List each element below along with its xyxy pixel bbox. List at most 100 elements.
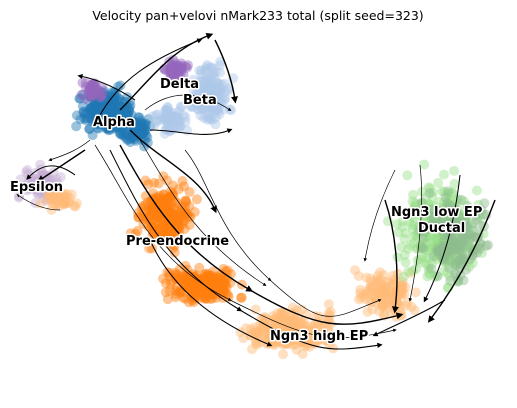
- point-beta: [186, 102, 197, 113]
- point-ngn3-low-ep: [424, 269, 435, 280]
- point-pre-endocrine: [185, 282, 196, 293]
- point-pre-endocrine: [147, 206, 158, 217]
- point-ngn3-high-ep: [388, 270, 398, 281]
- point-ductal: [457, 229, 468, 240]
- point-beta: [173, 106, 184, 117]
- point-beta: [201, 62, 212, 73]
- point-pre-endocrine: [180, 195, 191, 206]
- point-pre-endocrine: [206, 289, 217, 300]
- point-beta: [204, 88, 215, 99]
- point-ngn3-low-ep: [432, 233, 443, 244]
- point-alpha: [106, 95, 117, 106]
- point-ngn3-high-ep: [49, 199, 60, 210]
- point-pre-endocrine: [153, 200, 164, 211]
- point-pre-endocrine: [166, 223, 177, 234]
- point-alpha: [92, 118, 102, 129]
- streamline: [184, 149, 382, 317]
- point-ngn3-low-ep: [430, 216, 441, 227]
- point-alpha: [103, 121, 114, 132]
- point-ductal: [452, 218, 463, 229]
- point-ngn3-low-ep: [436, 212, 447, 223]
- point-alpha: [130, 116, 141, 127]
- point-ngn3-low-ep: [445, 254, 456, 265]
- point-pre-endocrine: [200, 272, 210, 282]
- point-alpha: [145, 121, 156, 132]
- point-alpha: [84, 104, 95, 115]
- point-alpha: [106, 116, 117, 127]
- point-alpha: [96, 111, 107, 122]
- point-ngn3-high-ep: [278, 349, 289, 360]
- point-ductal: [458, 230, 469, 241]
- point-ductal: [451, 237, 461, 247]
- point-beta: [214, 109, 225, 120]
- point-alpha: [77, 101, 88, 112]
- point-alpha: [104, 99, 115, 110]
- point-epsilon: [35, 181, 46, 191]
- point-ngn3-low-ep: [451, 224, 462, 235]
- point-pre-endocrine: [159, 189, 170, 200]
- point-ductal: [453, 276, 464, 287]
- point-ngn3-low-ep: [426, 216, 437, 227]
- point-ngn3-low-ep: [436, 215, 446, 226]
- point-alpha: [124, 115, 135, 126]
- point-ngn3-high-ep: [47, 198, 58, 209]
- point-pre-endocrine: [151, 209, 162, 220]
- point-beta: [212, 82, 223, 93]
- point-ductal: [434, 206, 444, 217]
- point-alpha: [125, 100, 136, 111]
- streamline: [119, 32, 214, 111]
- point-alpha: [98, 114, 108, 125]
- point-epsilon: [44, 181, 55, 192]
- point-beta: [151, 110, 162, 121]
- point-pre-endocrine: [181, 195, 192, 206]
- point-pre-endocrine: [162, 267, 173, 278]
- point-beta: [159, 113, 170, 124]
- point-beta: [214, 67, 225, 78]
- point-delta: [181, 62, 192, 73]
- point-pre-endocrine: [207, 270, 218, 281]
- point-ngn3-low-ep: [429, 247, 440, 258]
- streamline: [139, 139, 267, 286]
- point-ngn3-low-ep: [422, 227, 433, 238]
- point-alpha: [133, 126, 144, 137]
- point-pre-endocrine: [178, 209, 189, 219]
- point-ngn3-high-ep: [388, 274, 399, 285]
- point-ngn3-high-ep: [48, 188, 59, 199]
- point-ngn3-low-ep: [449, 212, 460, 223]
- point-ngn3-low-ep: [400, 228, 411, 239]
- point-ngn3-low-ep: [429, 209, 440, 220]
- point-epsilon: [42, 180, 53, 191]
- point-alpha: [111, 109, 121, 120]
- point-alpha: [111, 89, 122, 100]
- point-beta: [176, 102, 187, 113]
- point-alpha: [88, 91, 99, 101]
- point-ductal: [438, 240, 449, 251]
- point-pre-endocrine: [172, 211, 183, 222]
- point-ngn3-low-ep: [444, 225, 455, 236]
- point-ngn3-low-ep: [439, 223, 449, 234]
- point-ngn3-low-ep: [415, 257, 426, 268]
- point-pre-endocrine: [199, 273, 210, 284]
- point-pre-endocrine: [162, 218, 173, 229]
- point-beta: [220, 93, 231, 104]
- point-pre-endocrine: [165, 192, 176, 203]
- point-alpha: [114, 110, 125, 121]
- point-ngn3-low-ep: [433, 234, 444, 245]
- point-ngn3-low-ep: [450, 243, 461, 254]
- point-beta: [162, 121, 173, 131]
- point-pre-endocrine: [168, 242, 179, 253]
- point-delta: [164, 64, 175, 75]
- point-ngn3-high-ep: [71, 198, 82, 209]
- point-ngn3-high-ep: [406, 302, 417, 312]
- point-ductal: [448, 243, 459, 254]
- point-beta: [195, 79, 206, 90]
- point-ngn3-low-ep: [438, 219, 449, 230]
- point-beta: [209, 87, 220, 98]
- point-beta: [186, 100, 197, 111]
- point-pre-endocrine: [192, 282, 203, 293]
- point-alpha: [122, 135, 133, 145]
- point-ngn3-low-ep: [442, 223, 452, 234]
- point-pre-endocrine: [207, 293, 218, 304]
- point-pre-endocrine: [189, 281, 199, 292]
- point-beta: [151, 116, 162, 127]
